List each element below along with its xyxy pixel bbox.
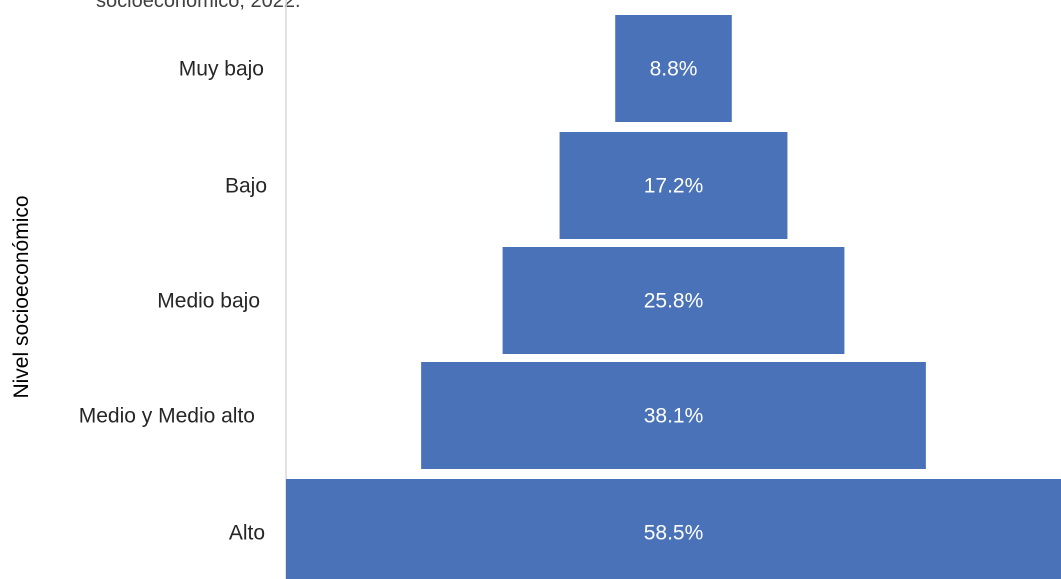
- bar-medio-bajo: [502, 247, 845, 354]
- value-label: 8.8%: [650, 58, 698, 81]
- value-label: 25.8%: [644, 290, 704, 313]
- value-labels: 8.8% 17.2% 25.8% 38.1% 58.5%: [644, 58, 704, 545]
- bar-muy-bajo: [615, 15, 732, 122]
- category-label: Muy bajo: [179, 58, 264, 81]
- bar-medio-y-medio-alto: [421, 362, 926, 469]
- category-label: Medio y Medio alto: [79, 405, 255, 428]
- category-label: Alto: [229, 522, 265, 545]
- bar-alto: [286, 479, 1061, 579]
- bar-bajo: [559, 132, 788, 239]
- value-label: 17.2%: [644, 175, 704, 198]
- category-labels: Muy bajo Bajo Medio bajo Medio y Medio alto…: [79, 58, 267, 545]
- chart-title-fragment: socioeconómico, 2022.: [96, 0, 301, 12]
- value-label: 38.1%: [644, 405, 704, 428]
- value-label: 58.5%: [644, 522, 704, 545]
- y-axis-title: Nivel socioeconómico: [10, 195, 33, 398]
- category-label: Medio bajo: [157, 290, 260, 313]
- bars-group: [286, 15, 1061, 579]
- category-label: Bajo: [225, 175, 267, 198]
